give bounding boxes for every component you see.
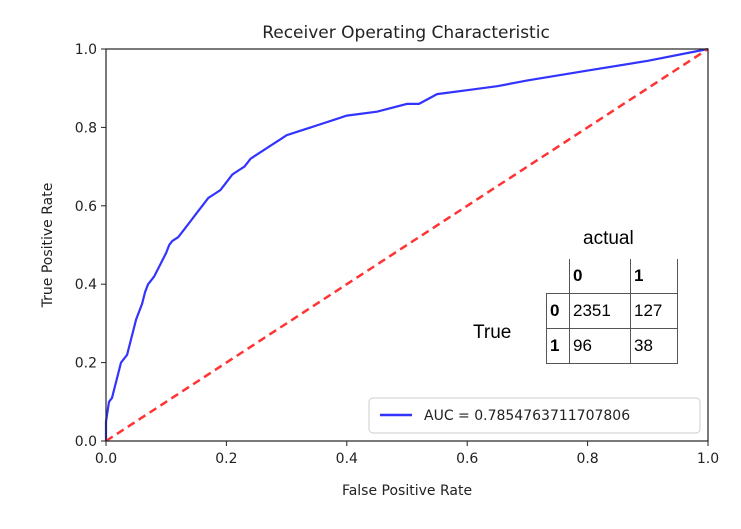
confusion-matrix-row-header: 0 [546,293,570,329]
confusion-matrix-cell: 38 [630,328,678,364]
x-tick-label: 0.0 [95,451,117,467]
axis-ticks: 0.0 0.2 0.4 0.6 0.8 1.0 0.0 0.2 0.4 0.6 0.8 1.0 [75,42,719,467]
confusion-matrix-col-header: 1 [630,259,678,294]
confusion-matrix-cell: 2351 [569,293,631,329]
y-tick-label: 0.0 [75,434,97,450]
roc-curve [104,47,709,441]
chance-line [105,47,709,443]
y-tick-label: 0.2 [75,356,97,372]
confusion-matrix-row: 1 96 38 [546,328,678,364]
series-layer [104,47,709,443]
x-axis-title: False Positive Rate [342,483,472,499]
confusion-matrix-row: 0 2351 127 [546,293,678,329]
x-tick-label: 1.0 [697,451,719,467]
confusion-matrix-table: 0 1 0 2351 127 1 96 38 [546,259,678,364]
x-tick-label: 0.6 [456,451,478,467]
confusion-matrix-col-header: 0 [569,259,631,294]
chart-title: Receiver Operating Characteristic [262,23,550,43]
confusion-matrix-cell: 96 [569,328,631,364]
plot-frame [105,48,709,442]
confusion-matrix: actual True 0 1 0 2351 127 1 96 38 [470,228,685,388]
y-tick-label: 0.6 [75,199,97,215]
y-tick-label: 0.4 [75,277,97,293]
x-tick-label: 0.8 [576,451,598,467]
legend-label: AUC = 0.7854763711707806 [424,408,630,424]
confusion-matrix-column-title: actual [583,228,634,249]
confusion-matrix-row-title: True [473,322,512,343]
confusion-matrix-header-row: 0 1 [546,259,678,294]
confusion-matrix-row-header: 1 [546,328,570,364]
confusion-matrix-cell: 127 [630,293,678,329]
y-tick-label: 1.0 [75,42,97,58]
y-axis-title: True Positive Rate [40,183,56,309]
legend: AUC = 0.7854763711707806 [368,397,701,434]
x-tick-label: 0.2 [215,451,237,467]
legend-box [368,397,701,434]
y-tick-label: 0.8 [75,120,97,136]
x-tick-label: 0.4 [336,451,358,467]
confusion-matrix-corner-cell [546,259,570,294]
